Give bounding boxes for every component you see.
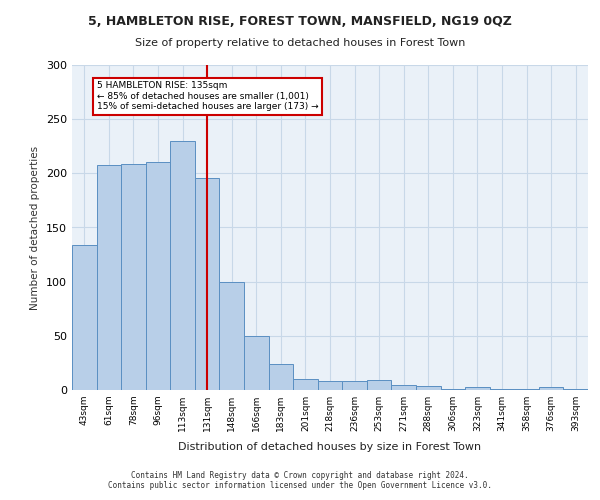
- Bar: [465, 387, 490, 390]
- Text: 5, HAMBLETON RISE, FOREST TOWN, MANSFIELD, NG19 0QZ: 5, HAMBLETON RISE, FOREST TOWN, MANSFIEL…: [88, 15, 512, 28]
- Text: Size of property relative to detached houses in Forest Town: Size of property relative to detached ho…: [135, 38, 465, 48]
- Bar: [170, 141, 195, 390]
- Text: Contains HM Land Registry data © Crown copyright and database right 2024.
Contai: Contains HM Land Registry data © Crown c…: [108, 470, 492, 490]
- Bar: [121, 164, 146, 390]
- Bar: [293, 379, 318, 390]
- Bar: [391, 384, 416, 390]
- X-axis label: Distribution of detached houses by size in Forest Town: Distribution of detached houses by size …: [178, 442, 482, 452]
- Bar: [514, 389, 539, 390]
- Bar: [490, 389, 514, 390]
- Bar: [440, 389, 465, 390]
- Bar: [72, 245, 97, 390]
- Bar: [416, 386, 440, 390]
- Bar: [342, 382, 367, 390]
- Bar: [367, 380, 391, 390]
- Y-axis label: Number of detached properties: Number of detached properties: [31, 146, 40, 310]
- Text: 5 HAMBLETON RISE: 135sqm
← 85% of detached houses are smaller (1,001)
15% of sem: 5 HAMBLETON RISE: 135sqm ← 85% of detach…: [97, 81, 318, 111]
- Bar: [97, 164, 121, 390]
- Bar: [220, 282, 244, 390]
- Bar: [269, 364, 293, 390]
- Bar: [539, 387, 563, 390]
- Bar: [195, 178, 220, 390]
- Bar: [318, 382, 342, 390]
- Bar: [146, 162, 170, 390]
- Bar: [244, 336, 269, 390]
- Bar: [563, 389, 588, 390]
